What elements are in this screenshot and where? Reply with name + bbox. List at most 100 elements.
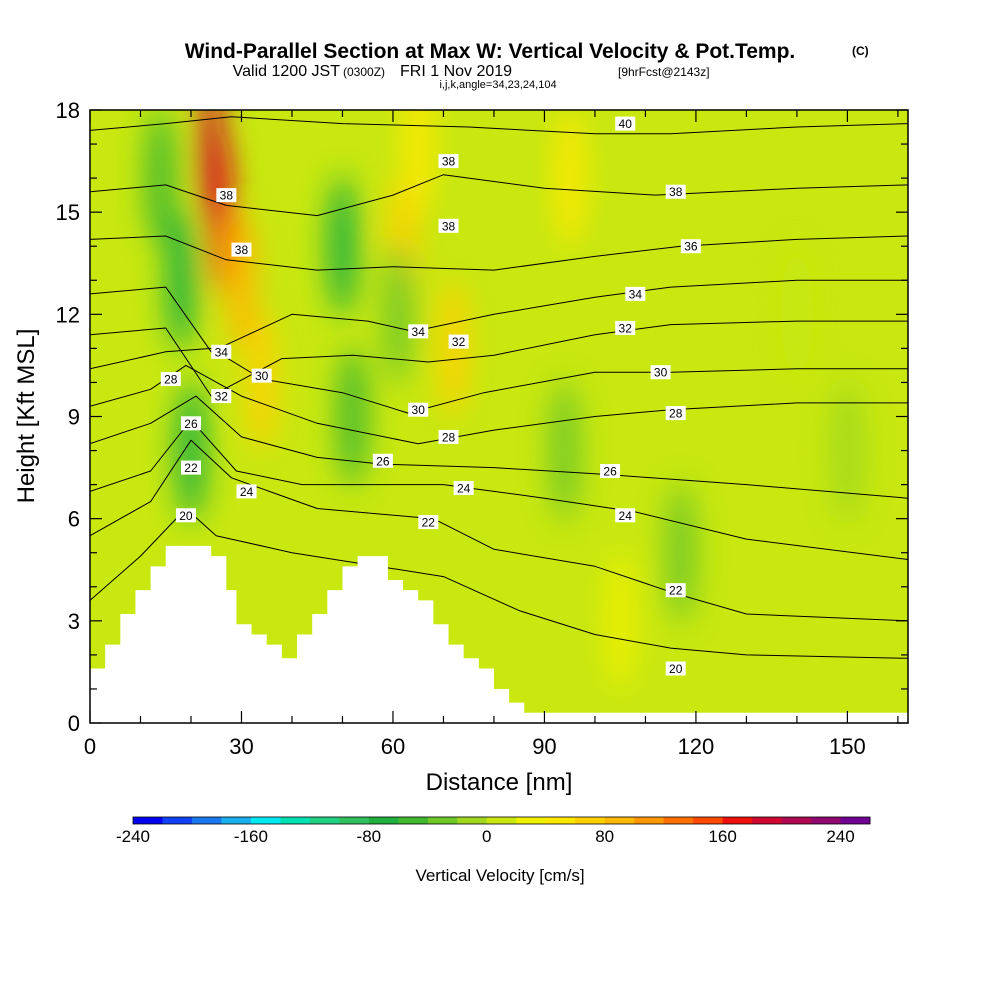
contour-label-text: 30 — [412, 403, 426, 417]
colorbar-swatch — [427, 817, 458, 824]
contour-label-text: 26 — [376, 454, 390, 468]
contour-label-10: 38 — [438, 154, 459, 169]
contour-label-text: 40 — [619, 117, 633, 131]
vv-feature-5 — [402, 110, 435, 215]
contour-label-text: 38 — [442, 155, 456, 169]
plot-area: 38 38 34 32 30 28 26 22 20 24 38 38 34 32 30 28 26 24 22 40… — [90, 110, 908, 723]
contour-label-0: 38 — [216, 188, 237, 203]
colorbar-swatch — [811, 817, 842, 824]
contour-label-16: 26 — [372, 453, 393, 468]
forecast-info: [9hrFcst@2143z] — [618, 65, 710, 79]
colorbar-swatch — [516, 817, 547, 824]
copyright-mark: (C) — [852, 44, 869, 58]
y-tick-label: 15 — [56, 200, 80, 225]
contour-label-text: 28 — [669, 407, 683, 421]
colorbar-tick-label: 160 — [708, 827, 736, 846]
y-tick-label: 6 — [68, 507, 80, 532]
terrain — [90, 545, 908, 723]
contour-label-text: 24 — [619, 509, 633, 523]
x-tick-label: 150 — [829, 734, 866, 759]
contour-label-text: 20 — [179, 509, 193, 523]
x-tick-label: 120 — [678, 734, 715, 759]
theta-contour-20 — [90, 508, 908, 659]
colorbar-swatch — [221, 817, 252, 824]
contour-label-24: 30 — [650, 365, 671, 380]
contour-label-text: 22 — [422, 516, 436, 530]
colorbar-tick-label: -160 — [234, 827, 268, 846]
colorbar-swatch — [133, 817, 163, 824]
contour-label-text: 24 — [457, 482, 471, 496]
valid-time: Valid 1200 JST — [233, 63, 341, 80]
colorbar-swatch — [250, 817, 281, 824]
y-axis-label: Height [Kft MSL] — [13, 329, 40, 504]
colorbar-swatch — [457, 817, 488, 824]
colorbar-swatch — [840, 817, 871, 824]
contour-label-text: 26 — [603, 464, 617, 478]
y-tick-label: 12 — [56, 302, 80, 327]
contour-label-28: 22 — [665, 583, 686, 598]
vv-feature-18 — [831, 380, 864, 521]
colorbar-swatch — [545, 817, 576, 824]
contour-label-text: 34 — [215, 345, 229, 359]
colorbar-swatch — [280, 817, 311, 824]
colorbar-tick-label: 240 — [826, 827, 854, 846]
contour-label-29: 20 — [665, 661, 686, 676]
vv-feature-13 — [382, 244, 415, 385]
colorbar-swatch — [722, 817, 753, 824]
contour-label-text: 30 — [255, 369, 269, 383]
contour-label-text: 38 — [669, 185, 683, 199]
contour-label-text: 30 — [654, 366, 668, 380]
colorbar-swatch — [339, 817, 370, 824]
contour-label-22: 34 — [625, 286, 646, 301]
contour-label-6: 26 — [180, 416, 201, 431]
vv-feature-7 — [553, 110, 586, 249]
y-tick-label: 0 — [68, 711, 80, 736]
colorbar-tick-label: 80 — [595, 827, 614, 846]
theta-contour-38 — [90, 174, 908, 217]
y-tick-label: 3 — [68, 609, 80, 634]
contour-label-8: 20 — [175, 508, 196, 523]
contour-label-25: 28 — [665, 406, 686, 421]
theta-contour-24 — [90, 419, 908, 560]
x-axis-label: Distance [nm] — [426, 769, 573, 796]
vv-feature-10 — [144, 110, 177, 249]
vv-feature-16 — [604, 550, 637, 691]
theta-contour-26 — [90, 395, 908, 499]
contour-label-5: 28 — [160, 372, 181, 387]
contour-label-14: 30 — [408, 402, 429, 417]
colorbar-swatch — [575, 817, 606, 824]
vv-feature-17 — [780, 244, 813, 385]
colorbar-swatch — [781, 817, 812, 824]
contour-labels: 38 38 34 32 30 28 26 22 20 24 38 38 34 32 30 28 26 24 22 40… — [160, 116, 701, 676]
y-tick-label: 9 — [68, 405, 80, 430]
vv-feature-12 — [336, 346, 369, 487]
colorbar-swatch — [752, 817, 783, 824]
contour-label-1: 38 — [231, 242, 252, 257]
vv-feature-11 — [326, 176, 359, 317]
colorbar-swatch — [398, 817, 429, 824]
contour-label-text: 32 — [619, 321, 633, 335]
contour-label-4: 30 — [251, 368, 272, 383]
contour-label-7: 22 — [180, 460, 201, 475]
x-tick-label: 90 — [532, 734, 556, 759]
valid-utc: (0300Z) — [343, 65, 385, 79]
contour-label-text: 32 — [215, 390, 229, 404]
contour-label-11: 38 — [438, 218, 459, 233]
vv-feature-3 — [225, 210, 258, 351]
vv-feature-8 — [174, 380, 207, 521]
colorbar-tick-label: 0 — [482, 827, 491, 846]
contour-label-text: 36 — [684, 240, 698, 254]
contour-label-20: 38 — [665, 184, 686, 199]
contour-label-2: 34 — [211, 344, 232, 359]
theta-contour-32 — [90, 320, 908, 397]
contour-label-text: 22 — [669, 584, 683, 598]
chart-title: Wind-Parallel Section at Max W: Vertical… — [185, 40, 796, 63]
valid-date: FRI 1 Nov 2019 — [400, 63, 512, 80]
colorbar-swatch — [634, 817, 665, 824]
theta-contour-30 — [90, 347, 908, 414]
contour-label-text: 28 — [164, 373, 178, 387]
vv-feature-15 — [664, 482, 697, 623]
contour-label-12: 34 — [408, 324, 429, 339]
contour-label-text: 20 — [669, 662, 683, 676]
